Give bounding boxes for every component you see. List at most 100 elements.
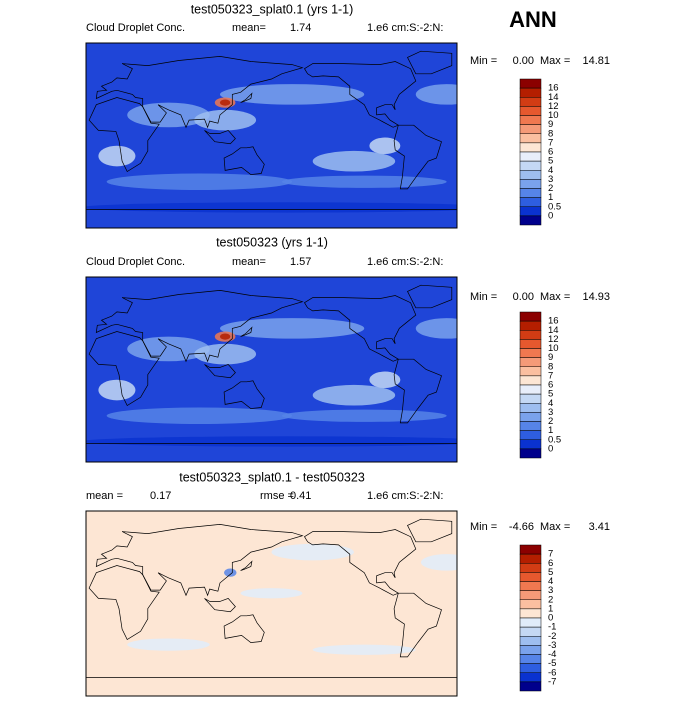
field-region — [281, 409, 447, 422]
colorbar-box — [519, 681, 542, 692]
colorbar-box — [519, 160, 542, 171]
min-value: -4.66 — [509, 521, 534, 533]
stat-label: mean = — [86, 490, 123, 502]
stat-label: rmse = — [260, 490, 294, 502]
colorbar-label: 2 — [548, 594, 553, 605]
colorbar-box — [519, 348, 542, 358]
map-body — [86, 277, 457, 462]
units: 1.e6 cm:S:-2:N: — [367, 22, 443, 34]
colorbar-box — [519, 553, 542, 564]
colorbar-box — [519, 97, 542, 107]
panel-title: test050323_splat0.1 - test050323 — [179, 470, 365, 484]
map-background — [86, 43, 457, 228]
field-region — [369, 371, 401, 388]
colorbar-label: 7 — [548, 370, 553, 381]
coastline — [407, 50, 453, 75]
colorbar-label: -7 — [548, 676, 556, 687]
coastline — [407, 518, 453, 543]
colorbar-label: 0 — [548, 210, 553, 221]
colorbar-box — [519, 448, 542, 459]
colorbar-label: 8 — [548, 128, 553, 139]
colorbar-label: 0 — [548, 613, 553, 624]
coastline — [204, 129, 236, 145]
coastline — [304, 295, 417, 362]
stat-value: 0.41 — [290, 490, 311, 502]
coastline — [95, 524, 304, 597]
field-region — [127, 102, 210, 128]
min-label: Min = — [470, 521, 497, 533]
colorbar-box — [519, 215, 542, 226]
coastline — [223, 614, 265, 643]
colorbar-box — [519, 599, 542, 610]
colorbar-box — [519, 617, 542, 628]
coastline — [240, 560, 253, 571]
map-body — [86, 511, 457, 696]
panel-title: test050323 (yrs 1-1) — [216, 235, 328, 249]
colorbar-box — [519, 563, 542, 573]
coastline — [86, 443, 457, 462]
coastline — [95, 290, 304, 363]
field-region — [312, 644, 416, 655]
coastline — [86, 209, 457, 228]
colorbar-label: 1 — [548, 192, 553, 203]
field-region — [86, 436, 457, 447]
colorbar-box — [519, 544, 542, 555]
colorbar-label: -5 — [548, 658, 556, 669]
colorbar-label: 7 — [548, 137, 553, 148]
colorbar-label: 6 — [548, 558, 553, 569]
colorbar-box — [519, 320, 542, 331]
colorbar-box — [519, 375, 542, 386]
colorbar-label: 16 — [548, 83, 559, 94]
colorbar-label: 2 — [548, 416, 553, 427]
coastline — [407, 284, 453, 309]
field-region — [219, 333, 231, 340]
coastline — [223, 380, 265, 409]
colorbar-label: 4 — [548, 398, 553, 409]
field-region — [106, 407, 293, 424]
field-region — [420, 554, 457, 571]
coastline — [393, 358, 442, 424]
colorbar-box — [519, 572, 542, 582]
colorbar-label: 4 — [548, 576, 553, 587]
stat-label: mean= — [232, 256, 266, 268]
coastline — [393, 592, 442, 658]
colorbar-label: 12 — [548, 334, 559, 345]
field-region — [127, 336, 210, 362]
colorbar-label: 10 — [548, 343, 559, 354]
colorbar-box — [519, 412, 542, 422]
stat-value: 0.17 — [150, 490, 171, 502]
colorbar-label: 5 — [548, 156, 553, 167]
max-value: 14.93 — [582, 291, 610, 303]
field-region — [369, 137, 401, 154]
max-value: 14.81 — [582, 55, 610, 67]
colorbar-box — [519, 179, 542, 189]
field-region — [271, 543, 354, 561]
min-label: Min = — [470, 55, 497, 67]
colorbar-label: 10 — [548, 110, 559, 121]
colorbar-label: 8 — [548, 361, 553, 372]
map — [85, 276, 458, 463]
colorbar-label: 12 — [548, 101, 559, 112]
field-region — [98, 145, 136, 167]
colorbar-label: 1 — [548, 603, 553, 614]
colorbar-box — [519, 133, 542, 144]
colorbar-label: 3 — [548, 407, 553, 418]
coastline — [240, 92, 253, 103]
map-frame — [85, 510, 458, 697]
colorbar-box — [519, 403, 542, 413]
max-label: Max = — [540, 55, 570, 67]
min-value: 0.00 — [513, 55, 534, 67]
map — [85, 42, 458, 229]
field-region — [219, 99, 231, 106]
season-title: ANN — [509, 7, 557, 32]
colorbar-label: -2 — [548, 631, 556, 642]
colorbar-box — [519, 439, 542, 450]
colorbar-label: 0.5 — [548, 201, 561, 212]
colorbar-box — [519, 663, 542, 673]
coastline — [86, 677, 457, 696]
colorbar-label: 4 — [548, 165, 553, 176]
colorbar-label: -3 — [548, 640, 556, 651]
field-region — [98, 379, 136, 401]
colorbar-box — [519, 339, 542, 349]
